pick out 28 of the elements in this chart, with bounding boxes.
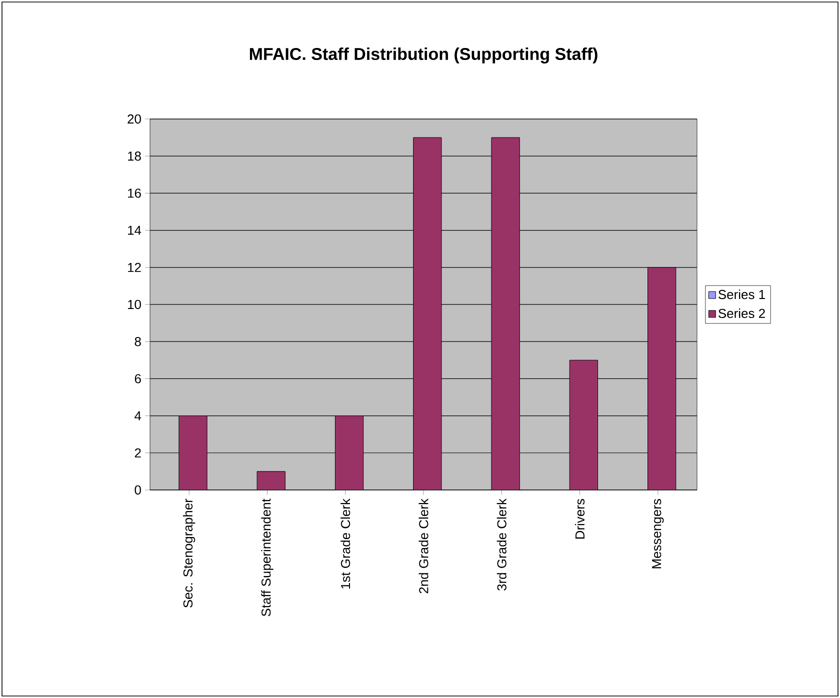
x-tick-label: Drivers — [575, 498, 585, 539]
bar — [413, 137, 442, 490]
y-tick-label: 2 — [134, 448, 141, 458]
chart-title: MFAIC. Staff Distribution (Supporting Staff) — [250, 48, 598, 64]
y-tick-label: 10 — [128, 300, 141, 310]
y-tick-label: 16 — [128, 188, 141, 198]
bar — [491, 137, 520, 490]
bar — [256, 471, 286, 490]
y-tick-label: 4 — [134, 411, 142, 420]
y-tick-label: 8 — [134, 336, 141, 346]
y-tick-label: 0 — [134, 485, 141, 495]
y-tick-label: 14 — [128, 226, 142, 235]
x-tick-label: 3rd Grade Clerk — [496, 498, 506, 590]
x-tick-label: Sec. Stenographer — [183, 498, 196, 608]
legend-label: Series 1 — [718, 290, 765, 300]
x-tick-label: 1st Grade Clerk — [340, 498, 350, 589]
x-tick-label: Messengers — [652, 498, 664, 568]
bar — [178, 416, 208, 490]
bar — [648, 267, 676, 490]
y-tick-label: 18 — [128, 151, 141, 161]
x-tick-label: Staff Superintendent — [261, 498, 274, 616]
y-tick-label: 20 — [128, 114, 141, 124]
y-tick-label: 12 — [128, 262, 141, 272]
y-tick-label: 6 — [134, 374, 141, 384]
bar — [334, 416, 364, 490]
legend-label: Series 2 — [718, 308, 765, 318]
x-tick-label: 2nd Grade Clerk — [418, 498, 428, 594]
bar — [569, 360, 598, 490]
